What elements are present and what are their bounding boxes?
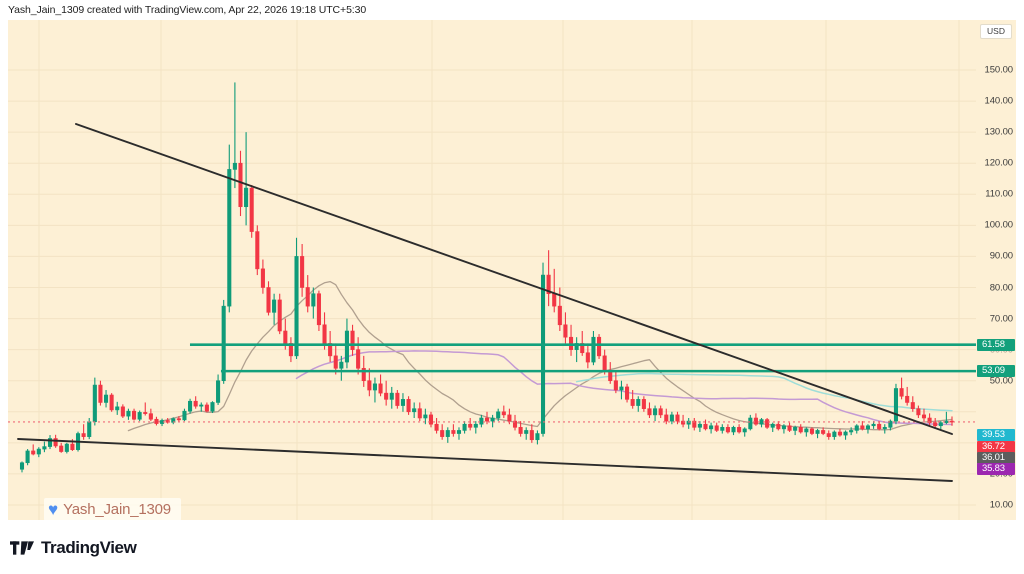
price-tick-label: 50.00 bbox=[989, 375, 1013, 387]
heart-icon: ♥ bbox=[48, 500, 59, 519]
ma-mid-line bbox=[295, 350, 953, 426]
resistance-level-53-badge[interactable]: 53.09 bbox=[977, 365, 1015, 378]
chart-canvas bbox=[8, 20, 976, 520]
ma-fast-line bbox=[127, 280, 953, 432]
chart-container[interactable]: DASHUSD · 1D · Coinbase USD 150.00140.00… bbox=[8, 20, 1016, 520]
tradingview-brand-text: TradingView bbox=[41, 538, 137, 557]
candlestick-series bbox=[19, 82, 955, 473]
last-price-value-badge[interactable]: 36.72 bbox=[977, 440, 1015, 453]
price-tick-label: 90.00 bbox=[989, 250, 1013, 262]
price-tick-label: 80.00 bbox=[989, 282, 1013, 293]
user-watermark: ♥ Yash_Jain_1309 bbox=[44, 498, 181, 520]
chart-plot-area[interactable] bbox=[8, 20, 976, 520]
ma-slow-value-badge[interactable]: 39.53 bbox=[977, 428, 1015, 441]
resistance-level-61-badge[interactable]: 61.58 bbox=[977, 338, 1015, 351]
ma-slow-line bbox=[575, 372, 953, 412]
price-tick-label: 110.00 bbox=[985, 188, 1013, 200]
attribution-text: Yash_Jain_1309 created with TradingView.… bbox=[8, 4, 367, 16]
ma-mid-value-badge[interactable]: 35.83 bbox=[977, 462, 1015, 475]
price-tick-label: 70.00 bbox=[989, 313, 1013, 325]
price-tick-label: 10.00 bbox=[989, 499, 1013, 511]
price-tick-label: 100.00 bbox=[984, 219, 1014, 231]
ma-fast-value-badge[interactable]: 36.01 bbox=[977, 451, 1015, 464]
price-tick-label: 120.00 bbox=[984, 157, 1014, 169]
price-tick-label: 150.00 bbox=[984, 64, 1014, 76]
price-axis[interactable]: USD 150.00 140.00 130.00 120.00 110.00 100.00… bbox=[976, 20, 1016, 520]
price-tick-label: 130.00 bbox=[984, 126, 1014, 138]
currency-chip[interactable]: USD bbox=[980, 24, 1012, 39]
descending-support-trendline[interactable] bbox=[17, 438, 953, 482]
tradingview-footer: TradingView bbox=[10, 538, 137, 558]
watermark-username: Yash_Jain_1309 bbox=[63, 501, 171, 518]
tradingview-logo-icon bbox=[10, 541, 34, 555]
price-tick-label: 140.00 bbox=[984, 95, 1014, 107]
descending-resistance-trendline[interactable] bbox=[75, 123, 953, 435]
